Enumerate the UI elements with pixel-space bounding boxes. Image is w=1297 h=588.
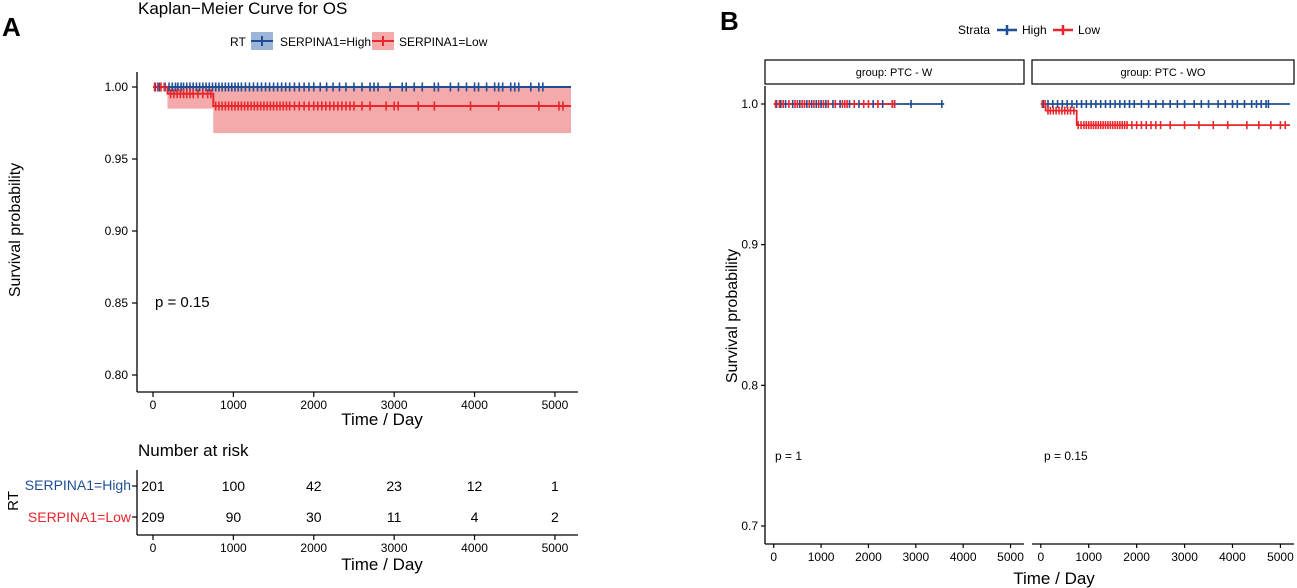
facet-w-x-tick-label: 1000: [808, 550, 835, 564]
facet-wo-x-tick-label: 3000: [1171, 550, 1198, 564]
risk-table-xlabel: Time / Day: [341, 555, 423, 574]
panel-a-x-tick-label: 1000: [220, 398, 247, 412]
panel-a-y-tick-label: 0.80: [105, 368, 129, 382]
facet-w-x-tick-label: 2000: [855, 550, 882, 564]
high-censor-group: [154, 82, 544, 92]
panel-a-x-tick-label: 3000: [381, 398, 408, 412]
panel-a-x-tick-label: 0: [150, 398, 157, 412]
risk-x-tick-label: 1000: [220, 541, 247, 555]
panel-a-x-tick-label: 5000: [542, 398, 569, 412]
panel-a-xlabel-sep: /: [383, 410, 388, 429]
panel-b-xlabel-unit: Day: [1065, 569, 1096, 588]
risk-count: 90: [226, 509, 242, 525]
facet-wo-x-tick-label: 1000: [1075, 550, 1102, 564]
panel-b-letter: B: [720, 6, 739, 36]
facet-w-x-tick-label: 4000: [950, 550, 977, 564]
risk-x-tick-label: 2000: [300, 541, 327, 555]
risk-count: 100: [222, 478, 246, 494]
facet-wo-pvalue: p = 0.15: [1044, 449, 1088, 463]
facet-wo-x-tick-label: 0: [1037, 550, 1044, 564]
panel-b-ylabel: Survival probability: [724, 249, 741, 383]
risk-xlabel-unit: Day: [393, 555, 424, 574]
panel-b-y-tick-label: 0.9: [741, 238, 758, 252]
risk-count: 4: [471, 509, 479, 525]
facet-wo-x-tick-label: 2000: [1123, 550, 1150, 564]
low-censor-group: [153, 82, 564, 111]
panel-a-x-tick-label: 4000: [461, 398, 488, 412]
risk-xlabel-sep: /: [383, 555, 388, 574]
panel-b-y-tick-label: 0.7: [741, 519, 758, 533]
low-ci-ribbon: [167, 87, 571, 134]
risk-xlabel-time: Time: [341, 555, 378, 574]
risk-count: 42: [306, 478, 322, 494]
panel-a-legend-title: RT: [230, 35, 246, 49]
panel-a-y-tick-label: 0.90: [105, 224, 129, 238]
facet-w-x-tick-label: 0: [770, 550, 777, 564]
panel-b-xlabel: Time / Day: [1013, 569, 1095, 588]
risk-count: 2: [551, 509, 559, 525]
panel-a-ylabel: Survival probability: [7, 163, 24, 297]
legend-b-low-label: Low: [1078, 23, 1100, 37]
facet-strip-wo-label: group: PTC - WO: [1121, 67, 1206, 79]
risk-count: 1: [551, 478, 559, 494]
legend-b-high-label: High: [1022, 23, 1047, 37]
panel-a-xlabel-unit: Day: [393, 410, 424, 429]
panel-a-title: Kaplan−Meier Curve for OS: [138, 0, 347, 18]
panel-a-xlabel-time: Time: [341, 410, 378, 429]
risk-x-tick-label: 3000: [381, 541, 408, 555]
panel-a-x-tick-label: 2000: [300, 398, 327, 412]
panel-b-legend: Strata High Low: [958, 23, 1100, 37]
risk-count: 201: [141, 478, 165, 494]
risk-count: 23: [386, 478, 402, 494]
risk-x-tick-label: 0: [150, 541, 157, 555]
panel-a-y-tick-label: 1.00: [105, 80, 129, 94]
facet-w-x-tick-label: 3000: [902, 550, 929, 564]
facet-wo-low-censor-group: [1041, 100, 1287, 130]
risk-table-title: Number at risk: [138, 441, 249, 460]
panel-a-y-tick-label: 0.85: [105, 296, 129, 310]
panel-b-xlabel-time: Time: [1013, 569, 1050, 588]
facet-strip-wo: [1031, 59, 1295, 85]
risk-count: 12: [467, 478, 483, 494]
facet-strip-w: [764, 59, 1025, 85]
risk-x-tick-label: 4000: [461, 541, 488, 555]
legend-high-label: SERPINA1=High: [280, 35, 371, 49]
facet-w-low-censor-group: [774, 100, 896, 108]
panel-b-y-tick-label: 0.8: [741, 378, 758, 392]
facet-wo-x-tick-label: 5000: [1267, 550, 1294, 564]
facet-w-pvalue: p = 1: [775, 449, 802, 463]
facet-w-x-tick-label: 5000: [997, 550, 1024, 564]
panel-a-pvalue: p = 0.15: [155, 294, 210, 311]
panel-a-legend: RT SERPINA1=High SERPINA1=Low: [230, 32, 488, 50]
panel-b-y-tick-label: 1.0: [741, 97, 758, 111]
panel-b-legend-title: Strata: [958, 23, 990, 37]
facet-wo-high-censor-group: [1042, 100, 1270, 108]
risk-count: 11: [387, 509, 402, 525]
facet-strip-w-label: group: PTC - W: [856, 67, 933, 79]
panel-a-xlabel: Time / Day: [341, 410, 423, 429]
panel-b-xlabel-sep: /: [1055, 569, 1060, 588]
risk-row-label-low: SERPINA1=Low: [28, 509, 132, 525]
facet-wo-x-tick-label: 4000: [1219, 550, 1246, 564]
chart-marks: 0.800.850.900.951.000 1000 2000 3000 4000 500…: [105, 72, 1294, 564]
panel-a-y-tick-label: 0.95: [105, 152, 129, 166]
panel-a-letter: A: [2, 12, 21, 42]
risk-table-ylabel: RT: [5, 491, 22, 511]
risk-count: 30: [306, 509, 322, 525]
risk-x-tick-label: 5000: [542, 541, 569, 555]
risk-row-label-high: SERPINA1=High: [25, 477, 131, 493]
risk-count: 209: [141, 509, 165, 525]
legend-low-label: SERPINA1=Low: [399, 35, 488, 49]
